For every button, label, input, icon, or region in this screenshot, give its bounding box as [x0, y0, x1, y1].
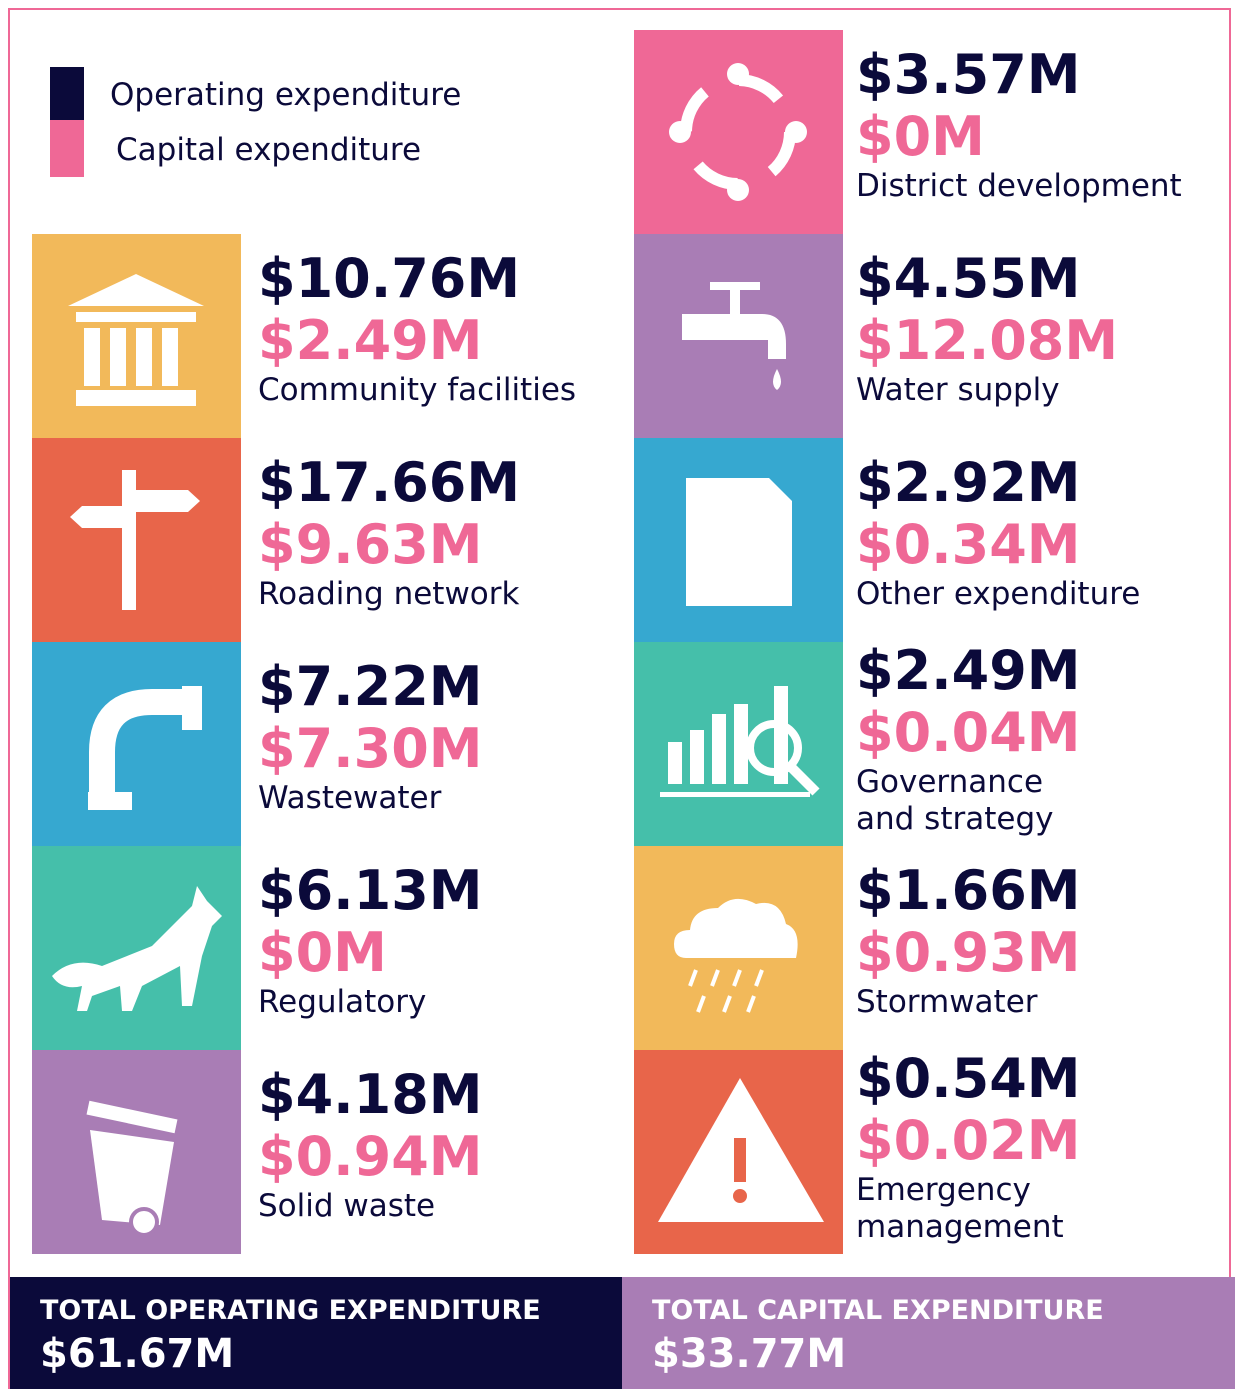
capital-value: $2.49M: [258, 309, 483, 372]
category-name: Roading network: [258, 576, 520, 612]
tile-text: $10.76M $2.49M Community facilities: [258, 248, 576, 409]
icon-tile: [32, 642, 241, 846]
icon: [669, 63, 807, 201]
operating-value: $1.66M: [856, 859, 1081, 922]
tile-text: $6.13M $0M Regulatory: [258, 860, 483, 1021]
category-name: Community facilities: [258, 372, 577, 408]
category-name: Stormwater: [856, 984, 1038, 1020]
tile-text: $4.55M $12.08M Water supply: [856, 248, 1118, 409]
operating-value: $0.54M: [856, 1047, 1081, 1110]
operating-value: $7.22M: [258, 655, 483, 718]
icon: [86, 1100, 178, 1237]
total-label: TOTAL CAPITAL EXPENDITURE: [652, 1295, 1104, 1326]
total-value: $33.77M: [652, 1331, 847, 1377]
icon-tile: [634, 642, 843, 846]
category-name: Regulatory: [258, 984, 427, 1020]
category-name: District development: [856, 168, 1182, 204]
tile-text: $4.18M $0.94M Solid waste: [258, 1064, 483, 1225]
icon-tile: [634, 234, 843, 438]
operating-value: $4.55M: [856, 247, 1081, 310]
category-name: Emergency management: [856, 1172, 1064, 1245]
icon: [68, 274, 204, 406]
capital-value: $0.02M: [856, 1109, 1081, 1172]
category-name: Governance and strategy: [856, 764, 1054, 837]
tile-text: $3.57M $0M District development: [856, 44, 1182, 205]
tile-text: $1.66M $0.93M Stormwater: [856, 860, 1081, 1021]
capital-value: $12.08M: [856, 309, 1119, 372]
operating-value: $4.18M: [258, 1063, 483, 1126]
category-name: Other expenditure: [856, 576, 1141, 612]
capital-value: $9.63M: [258, 513, 483, 576]
icon: [682, 282, 786, 390]
capital-value: $0.94M: [258, 1125, 483, 1188]
icon: [88, 686, 202, 810]
legend-swatch: [50, 67, 84, 120]
icon-tile: [32, 438, 241, 642]
tile-text: $7.22M $7.30M Wastewater: [258, 656, 483, 817]
frame: [8, 8, 1231, 1389]
legend-label: Capital expenditure: [116, 132, 422, 168]
capital-value: $0M: [258, 921, 387, 984]
icon-tile: [32, 1050, 241, 1254]
capital-value: $0M: [856, 105, 985, 168]
icon: [686, 478, 792, 606]
icon: [70, 470, 200, 610]
total-operating: TOTAL OPERATING EXPENDITURE $61.67M: [10, 1277, 622, 1389]
tile-text: $2.92M $0.34M Other expenditure: [856, 452, 1140, 613]
tile-text: $2.49M $0.04M Governance and strategy: [856, 640, 1081, 838]
capital-value: $0.34M: [856, 513, 1081, 576]
total-label: TOTAL OPERATING EXPENDITURE: [40, 1295, 541, 1326]
operating-value: $17.66M: [258, 451, 521, 514]
icon-tile: [634, 30, 843, 234]
tile-text: $17.66M $9.63M Roading network: [258, 452, 520, 613]
icon: [674, 898, 798, 1013]
icon: [660, 686, 820, 797]
capital-value: $0.93M: [856, 921, 1081, 984]
icon-tile: [634, 1050, 843, 1254]
category-name: Water supply: [856, 372, 1060, 408]
category-name: Solid waste: [258, 1188, 436, 1224]
operating-value: $2.49M: [856, 639, 1081, 702]
icon-tile: [32, 234, 241, 438]
capital-value: $7.30M: [258, 717, 483, 780]
icon-tile: [634, 846, 843, 1050]
operating-value: $2.92M: [856, 451, 1081, 514]
tile-text: $0.54M $0.02M Emergency management: [856, 1048, 1081, 1246]
operating-value: $10.76M: [258, 247, 521, 310]
operating-value: $6.13M: [258, 859, 483, 922]
legend-swatch: [50, 120, 84, 177]
total-capital: TOTAL CAPITAL EXPENDITURE $33.77M: [622, 1277, 1235, 1389]
icon: [52, 886, 222, 1011]
operating-value: $3.57M: [856, 43, 1081, 106]
legend-label: Operating expenditure: [110, 77, 462, 113]
capital-value: $0.04M: [856, 701, 1081, 764]
category-name: Wastewater: [258, 780, 442, 816]
icon: [658, 1078, 824, 1222]
icon-tile: [634, 438, 843, 642]
icon-tile: [32, 846, 241, 1050]
total-value: $61.67M: [40, 1331, 235, 1377]
